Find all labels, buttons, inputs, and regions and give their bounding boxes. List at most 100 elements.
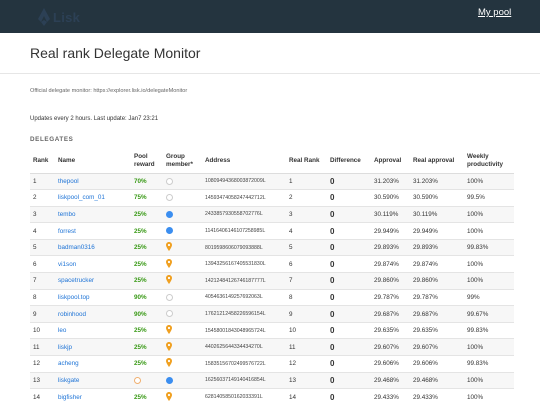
- real-rank-cell: 7: [286, 272, 327, 290]
- weekly-productivity-cell: 100%: [464, 272, 514, 290]
- approval-cell: 29.607%: [371, 338, 410, 357]
- difference-cell: 0: [327, 338, 371, 357]
- table-row: 10 leo 25% 15458001843048965724L 10 0 29.635% 2…: [30, 322, 514, 340]
- real-rank-cell: 11: [286, 338, 327, 357]
- weekly-productivity-cell: 100%: [464, 338, 514, 357]
- delegate-name-link[interactable]: leo: [55, 322, 131, 340]
- rank-cell: 5: [30, 239, 55, 257]
- col-header-approval[interactable]: Approval: [371, 149, 410, 174]
- delegate-name-link[interactable]: liskpool_com_01: [55, 189, 131, 207]
- lisk-logo[interactable]: Lisk: [37, 7, 80, 27]
- update-status-text: Updates every 2 hours. Last update: Jan7…: [30, 116, 159, 122]
- real-approval-cell: 31.203%: [410, 173, 464, 191]
- member-dot-icon: [166, 227, 173, 235]
- col-header-difference[interactable]: Difference: [327, 149, 371, 174]
- group-member-cell: [163, 372, 202, 390]
- table-row: 11 liskjp 25% 4402625644334434270L 11 0 29.607…: [30, 338, 514, 357]
- pool-reward-cell: 25%: [131, 272, 163, 290]
- delegate-name-link[interactable]: liskgate: [55, 372, 131, 390]
- pool-reward-cell: 25%: [131, 222, 163, 240]
- pool-reward-cell: 25%: [131, 255, 163, 274]
- delegate-name-link[interactable]: liskjp: [55, 338, 131, 357]
- difference-cell: 0: [327, 173, 371, 191]
- real-rank-cell: 3: [286, 206, 327, 224]
- pool-reward-cell: 25%: [131, 355, 163, 373]
- col-header-pool-reward[interactable]: Pool reward: [131, 149, 163, 174]
- delegate-name-link[interactable]: bigfisher: [55, 388, 131, 405]
- col-header-group-member[interactable]: Group member*: [163, 149, 202, 174]
- col-header-rank[interactable]: Rank: [30, 149, 55, 174]
- col-header-real-rank[interactable]: Real Rank: [286, 149, 327, 174]
- group-member-cell: [163, 322, 202, 340]
- delegate-name-link[interactable]: acheng: [55, 355, 131, 373]
- approval-cell: 30.119%: [371, 206, 410, 224]
- delegate-name-link[interactable]: liskpool.top: [55, 289, 131, 307]
- table-row: 14 bigfisher 25% 6281405850162033391L 14 0 29.…: [30, 388, 514, 405]
- delegate-name-link[interactable]: vi1son: [55, 255, 131, 274]
- weekly-productivity-cell: 99.83%: [464, 239, 514, 257]
- location-pin-icon: [166, 341, 172, 353]
- difference-cell: 0: [327, 222, 371, 240]
- weekly-productivity-cell: 99.83%: [464, 322, 514, 340]
- real-approval-cell: 29.433%: [410, 388, 464, 405]
- table-row: 8 liskpool.top 90% 4054636149257692063L 8 0 29…: [30, 289, 514, 307]
- address-cell: 15835156702499576722L: [202, 355, 286, 373]
- rank-cell: 1: [30, 173, 55, 191]
- address-cell: 15458001843048965724L: [202, 322, 286, 340]
- table-row: 1 thepool 70% 10809494368003872009L 1 0 31.203…: [30, 173, 514, 191]
- rank-cell: 11: [30, 338, 55, 357]
- col-header-real-approval[interactable]: Real approval: [410, 149, 464, 174]
- table-row: 2 liskpool_com_01 75% 14593474058247442712L…: [30, 189, 514, 207]
- real-rank-cell: 4: [286, 222, 327, 240]
- col-header-name[interactable]: Name: [55, 149, 131, 174]
- approval-cell: 29.606%: [371, 355, 410, 373]
- rank-cell: 13: [30, 372, 55, 390]
- rank-cell: 3: [30, 206, 55, 224]
- page-title: Real rank Delegate Monitor: [30, 45, 201, 61]
- address-cell: 6281405850162033391L: [202, 388, 286, 405]
- rank-cell: 14: [30, 388, 55, 405]
- real-rank-cell: 12: [286, 355, 327, 373]
- table-row: 12 acheng 25% 15835156702499576722L 12 0 29.60…: [30, 355, 514, 373]
- difference-cell: 0: [327, 322, 371, 340]
- weekly-productivity-cell: 100%: [464, 206, 514, 224]
- delegate-name-link[interactable]: badman0316: [55, 239, 131, 257]
- pool-reward-cell: 90%: [131, 289, 163, 307]
- delegate-name-link[interactable]: spacetrucker: [55, 272, 131, 290]
- col-header-weekly-productivity[interactable]: Weekly productivity: [464, 149, 514, 174]
- difference-cell: 0: [327, 239, 371, 257]
- address-cell: 14593474058247442712L: [202, 189, 286, 207]
- delegate-name-link[interactable]: robinhood: [55, 305, 131, 323]
- real-rank-cell: 8: [286, 289, 327, 307]
- weekly-productivity-cell: 99.5%: [464, 189, 514, 207]
- delegate-name-link[interactable]: forrest: [55, 222, 131, 240]
- location-pin-icon: [166, 258, 172, 270]
- delegate-name-link[interactable]: tembo: [55, 206, 131, 224]
- my-pool-link[interactable]: My pool: [478, 7, 512, 18]
- address-cell: 2433857930558702776L: [202, 206, 286, 224]
- table-row: 13 liskgate 16256037149140416854L 13 0 29.468…: [30, 372, 514, 390]
- weekly-productivity-cell: 99%: [464, 289, 514, 307]
- real-rank-cell: 1: [286, 173, 327, 191]
- location-pin-icon: [166, 325, 172, 336]
- member-empty-icon: [166, 310, 173, 318]
- group-member-cell: [163, 289, 202, 307]
- real-rank-cell: 2: [286, 189, 327, 207]
- real-approval-cell: 29.687%: [410, 305, 464, 323]
- rank-cell: 2: [30, 189, 55, 207]
- real-approval-cell: 30.119%: [410, 206, 464, 224]
- difference-cell: 0: [327, 305, 371, 323]
- real-approval-cell: 30.590%: [410, 189, 464, 207]
- address-cell: 4054636149257692063L: [202, 289, 286, 307]
- weekly-productivity-cell: 100%: [464, 255, 514, 274]
- delegate-name-link[interactable]: thepool: [55, 173, 131, 191]
- group-member-cell: [163, 189, 202, 207]
- address-cell: 16256037149140416854L: [202, 372, 286, 390]
- weekly-productivity-cell: 100%: [464, 173, 514, 191]
- address-cell: 14212484126746187777L: [202, 272, 286, 290]
- table-row: 3 tembo 25% 2433857930558702776L 3 0 30.119% 30…: [30, 206, 514, 224]
- approval-cell: 29.787%: [371, 289, 410, 307]
- col-header-address[interactable]: Address: [202, 149, 286, 174]
- difference-cell: 0: [327, 355, 371, 373]
- real-rank-cell: 9: [286, 305, 327, 323]
